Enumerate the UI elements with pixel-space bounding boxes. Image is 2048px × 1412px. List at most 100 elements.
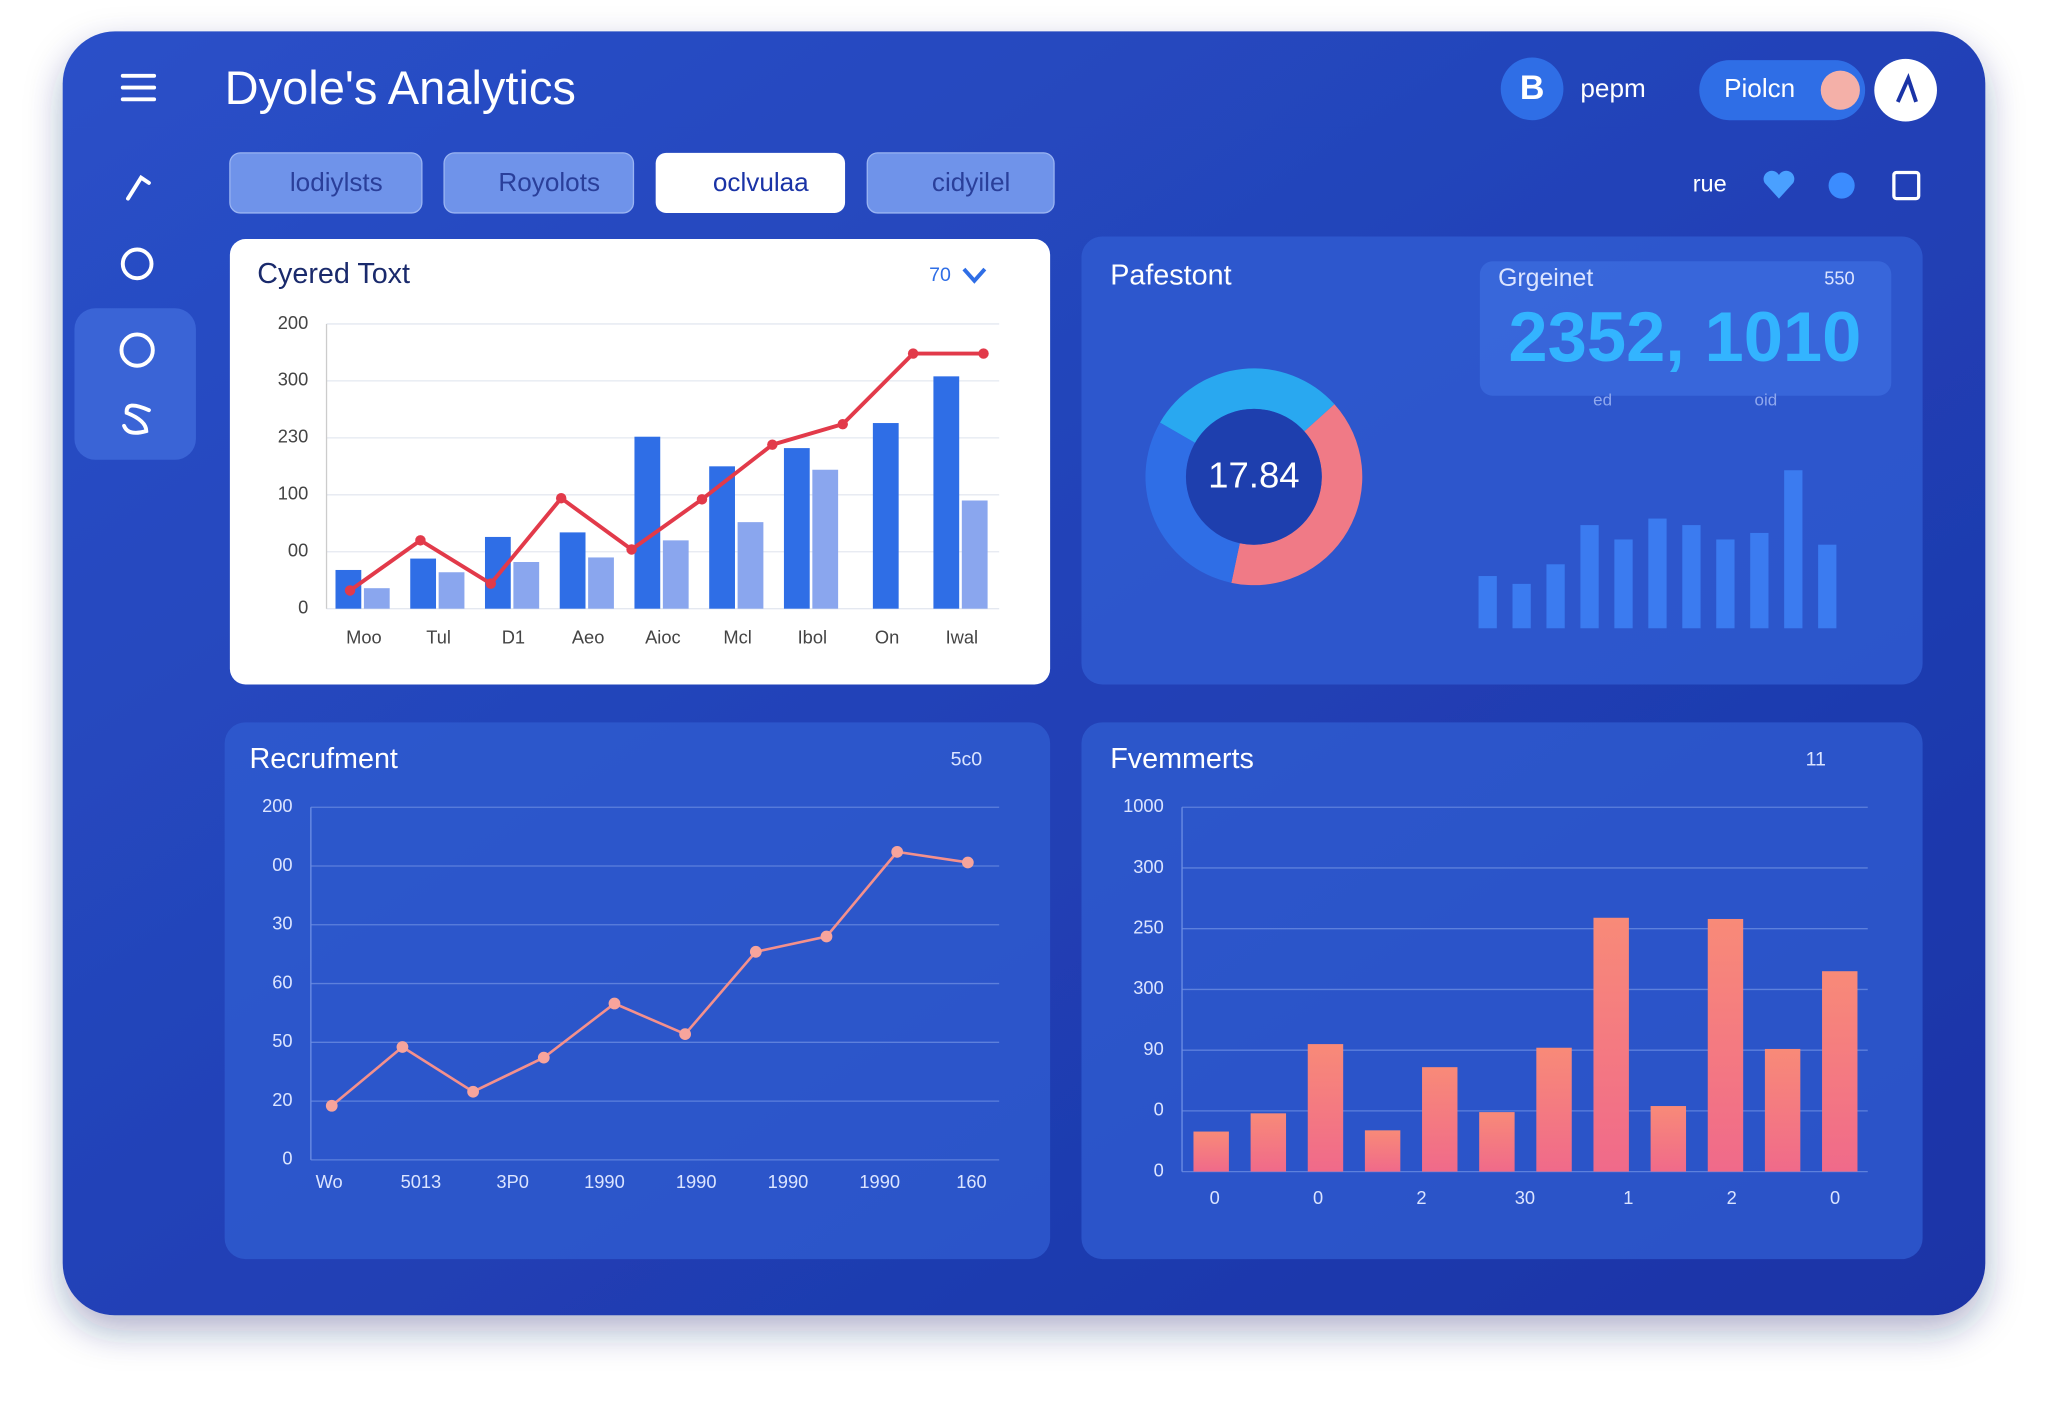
y-tick-label: 230: [278, 426, 308, 447]
bar: [1479, 1112, 1515, 1172]
x-tick-label: Ibol: [798, 627, 827, 648]
x-tick-label: Moo: [346, 627, 382, 648]
bar: [410, 558, 437, 609]
x-tick-label: 1990: [676, 1171, 717, 1192]
x-tick-label: On: [875, 627, 899, 648]
bar: [1546, 564, 1565, 629]
y-tick-label: 250: [1133, 917, 1163, 938]
x-tick-label: D1: [502, 627, 525, 648]
account-button[interactable]: [1699, 60, 1866, 121]
x-tick-label: 1990: [584, 1171, 625, 1192]
bar: [783, 448, 810, 609]
bar: [1478, 576, 1497, 629]
bar: [1593, 917, 1629, 1172]
x-tick-label: Aioc: [645, 627, 681, 648]
x-tick-label: Mcl: [723, 627, 751, 648]
x-tick-label: 0: [1210, 1187, 1220, 1208]
export-icon[interactable]: [1892, 170, 1921, 201]
y-tick-label: 20: [272, 1089, 292, 1110]
bar: [513, 561, 540, 609]
x-tick-label: 1990: [768, 1171, 809, 1192]
bar: [1422, 1067, 1458, 1172]
stat-box: [1479, 261, 1892, 396]
nav-icon[interactable]: [119, 332, 155, 368]
profile-icon: [1896, 72, 1918, 103]
stat-value: 2352, 1010: [1508, 297, 1861, 376]
bar: [588, 557, 614, 609]
nav-icon[interactable]: [126, 174, 151, 201]
bar: [1648, 518, 1667, 629]
x-tick-label: 3P0: [496, 1171, 529, 1192]
bar: [1716, 539, 1735, 629]
x-tick-label: 1990: [859, 1171, 900, 1192]
avatar: [1820, 70, 1860, 110]
line-point: [555, 492, 567, 504]
line-point: [767, 439, 778, 450]
account-button-text: Piolcn: [1724, 73, 1795, 103]
toolbar-label: rue: [1693, 171, 1727, 197]
bar: [1764, 1048, 1801, 1172]
x-tick-label: 5013: [401, 1171, 442, 1192]
tab-label: lodiylsts: [290, 167, 383, 197]
bar: [634, 436, 661, 609]
recruitment-panel: [224, 722, 1051, 1260]
bar: [662, 540, 689, 609]
y-tick-label: 200: [262, 795, 292, 816]
donut-hole: [1185, 408, 1322, 545]
badge[interactable]: [1500, 57, 1564, 121]
bar: [1614, 539, 1633, 629]
y-tick-label: 300: [1133, 856, 1163, 877]
donut-center-label: 17.84: [1208, 455, 1300, 496]
tab[interactable]: [866, 152, 1055, 214]
stat-sublabel: oid: [1755, 391, 1778, 410]
line-point: [978, 348, 989, 359]
x-tick-label: Wo: [316, 1171, 343, 1192]
tab[interactable]: [229, 152, 423, 214]
line-point: [467, 1085, 479, 1098]
bar: [1650, 1106, 1687, 1172]
status-icon[interactable]: [1828, 172, 1855, 199]
nav-icon[interactable]: [120, 247, 154, 281]
profile-button[interactable]: [1874, 58, 1937, 122]
tab-label: oclvulaa: [713, 167, 809, 197]
x-tick-label: 0: [1313, 1187, 1323, 1208]
favorite-icon[interactable]: [1763, 170, 1795, 199]
y-tick-label: 90: [1143, 1038, 1163, 1059]
tab-label: Royolots: [498, 167, 600, 197]
bar: [709, 466, 735, 609]
y-tick-label: 0: [298, 597, 308, 618]
line-point: [961, 856, 974, 869]
line-point: [608, 997, 621, 1010]
stat-sublabel: ed: [1593, 391, 1612, 410]
line-point: [907, 348, 919, 359]
line-point: [325, 1099, 338, 1112]
bar: [1682, 525, 1701, 629]
bar: [438, 572, 465, 609]
y-tick-label: 00: [288, 540, 308, 561]
tab[interactable]: [443, 152, 635, 214]
bar: [363, 588, 390, 609]
line-point: [415, 535, 426, 546]
tab-label: cidyilel: [932, 167, 1010, 197]
line-point: [344, 585, 356, 596]
line: [348, 351, 984, 593]
bar: [1707, 918, 1744, 1172]
tab[interactable]: [655, 152, 846, 213]
panel-meta: 11: [1806, 748, 1826, 770]
bar: [933, 376, 960, 609]
y-tick-label: 30: [272, 913, 292, 934]
bar: [1193, 1131, 1229, 1172]
line: [330, 850, 969, 1107]
line-point: [679, 1028, 692, 1040]
x-tick-label: 1: [1623, 1187, 1633, 1208]
app-title: Dyole's Analytics: [225, 61, 576, 114]
x-tick-label: 0: [1830, 1187, 1840, 1208]
x-tick-label: 30: [1515, 1187, 1535, 1208]
panel-icon: [962, 267, 987, 284]
bar: [872, 423, 899, 609]
user-name: pepm: [1580, 73, 1645, 103]
nav-icon[interactable]: [122, 403, 151, 435]
bar: [1536, 1047, 1572, 1172]
